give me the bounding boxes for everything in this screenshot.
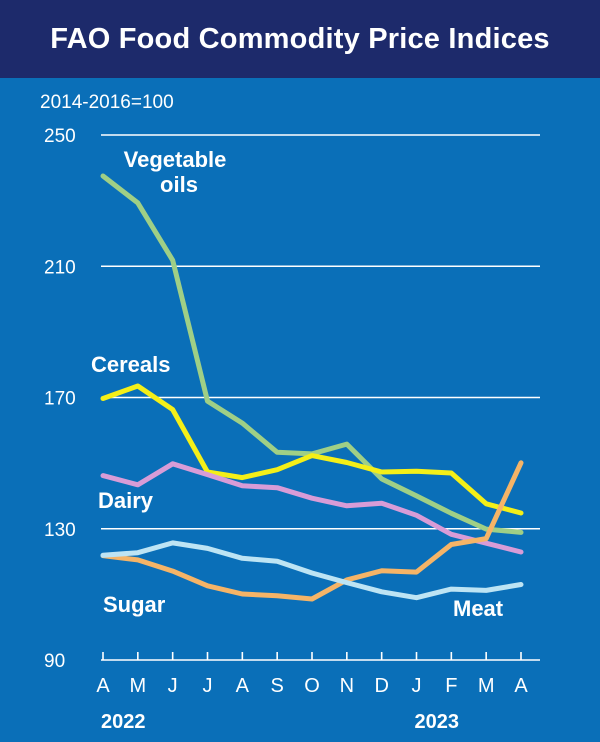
x-tick-label: J xyxy=(168,675,178,697)
x-tick-label: J xyxy=(203,675,213,697)
year-label: 2023 xyxy=(415,711,460,733)
x-tick-label: J xyxy=(412,675,422,697)
page-title: FAO Food Commodity Price Indices xyxy=(50,22,550,55)
x-tick-label: N xyxy=(340,675,354,697)
series-label: Dairy xyxy=(98,488,154,513)
chart-subtitle: 2014-2016=100 xyxy=(40,92,174,113)
year-label: 2022 xyxy=(101,711,146,733)
y-tick-label: 90 xyxy=(44,651,65,672)
y-tick-label: 130 xyxy=(44,520,76,541)
x-tick-label: O xyxy=(304,675,320,697)
x-tick-label: A xyxy=(514,675,528,697)
series-label: Sugar xyxy=(103,592,166,617)
x-tick-label: F xyxy=(445,675,457,697)
series-line-meat xyxy=(100,540,524,601)
series-label: oils xyxy=(160,172,198,197)
x-tick-label: A xyxy=(236,675,250,697)
x-tick-label: M xyxy=(478,675,495,697)
y-tick-label: 170 xyxy=(44,389,76,410)
x-tick-label: S xyxy=(270,675,283,697)
x-tick-label: D xyxy=(374,675,388,697)
header-bar: FAO Food Commodity Price Indices xyxy=(0,0,600,78)
series-line-dairy xyxy=(100,461,524,555)
chart-area xyxy=(0,78,600,742)
series-line-cereals xyxy=(100,383,524,516)
series-label: Vegetable xyxy=(124,147,227,172)
x-tick-label: A xyxy=(96,675,110,697)
x-tick-label: M xyxy=(129,675,146,697)
series-label: Cereals xyxy=(91,352,171,377)
y-tick-label: 250 xyxy=(44,126,76,147)
y-tick-label: 210 xyxy=(44,257,76,278)
series-line-sugar xyxy=(100,460,524,602)
series-label: Meat xyxy=(453,596,504,621)
